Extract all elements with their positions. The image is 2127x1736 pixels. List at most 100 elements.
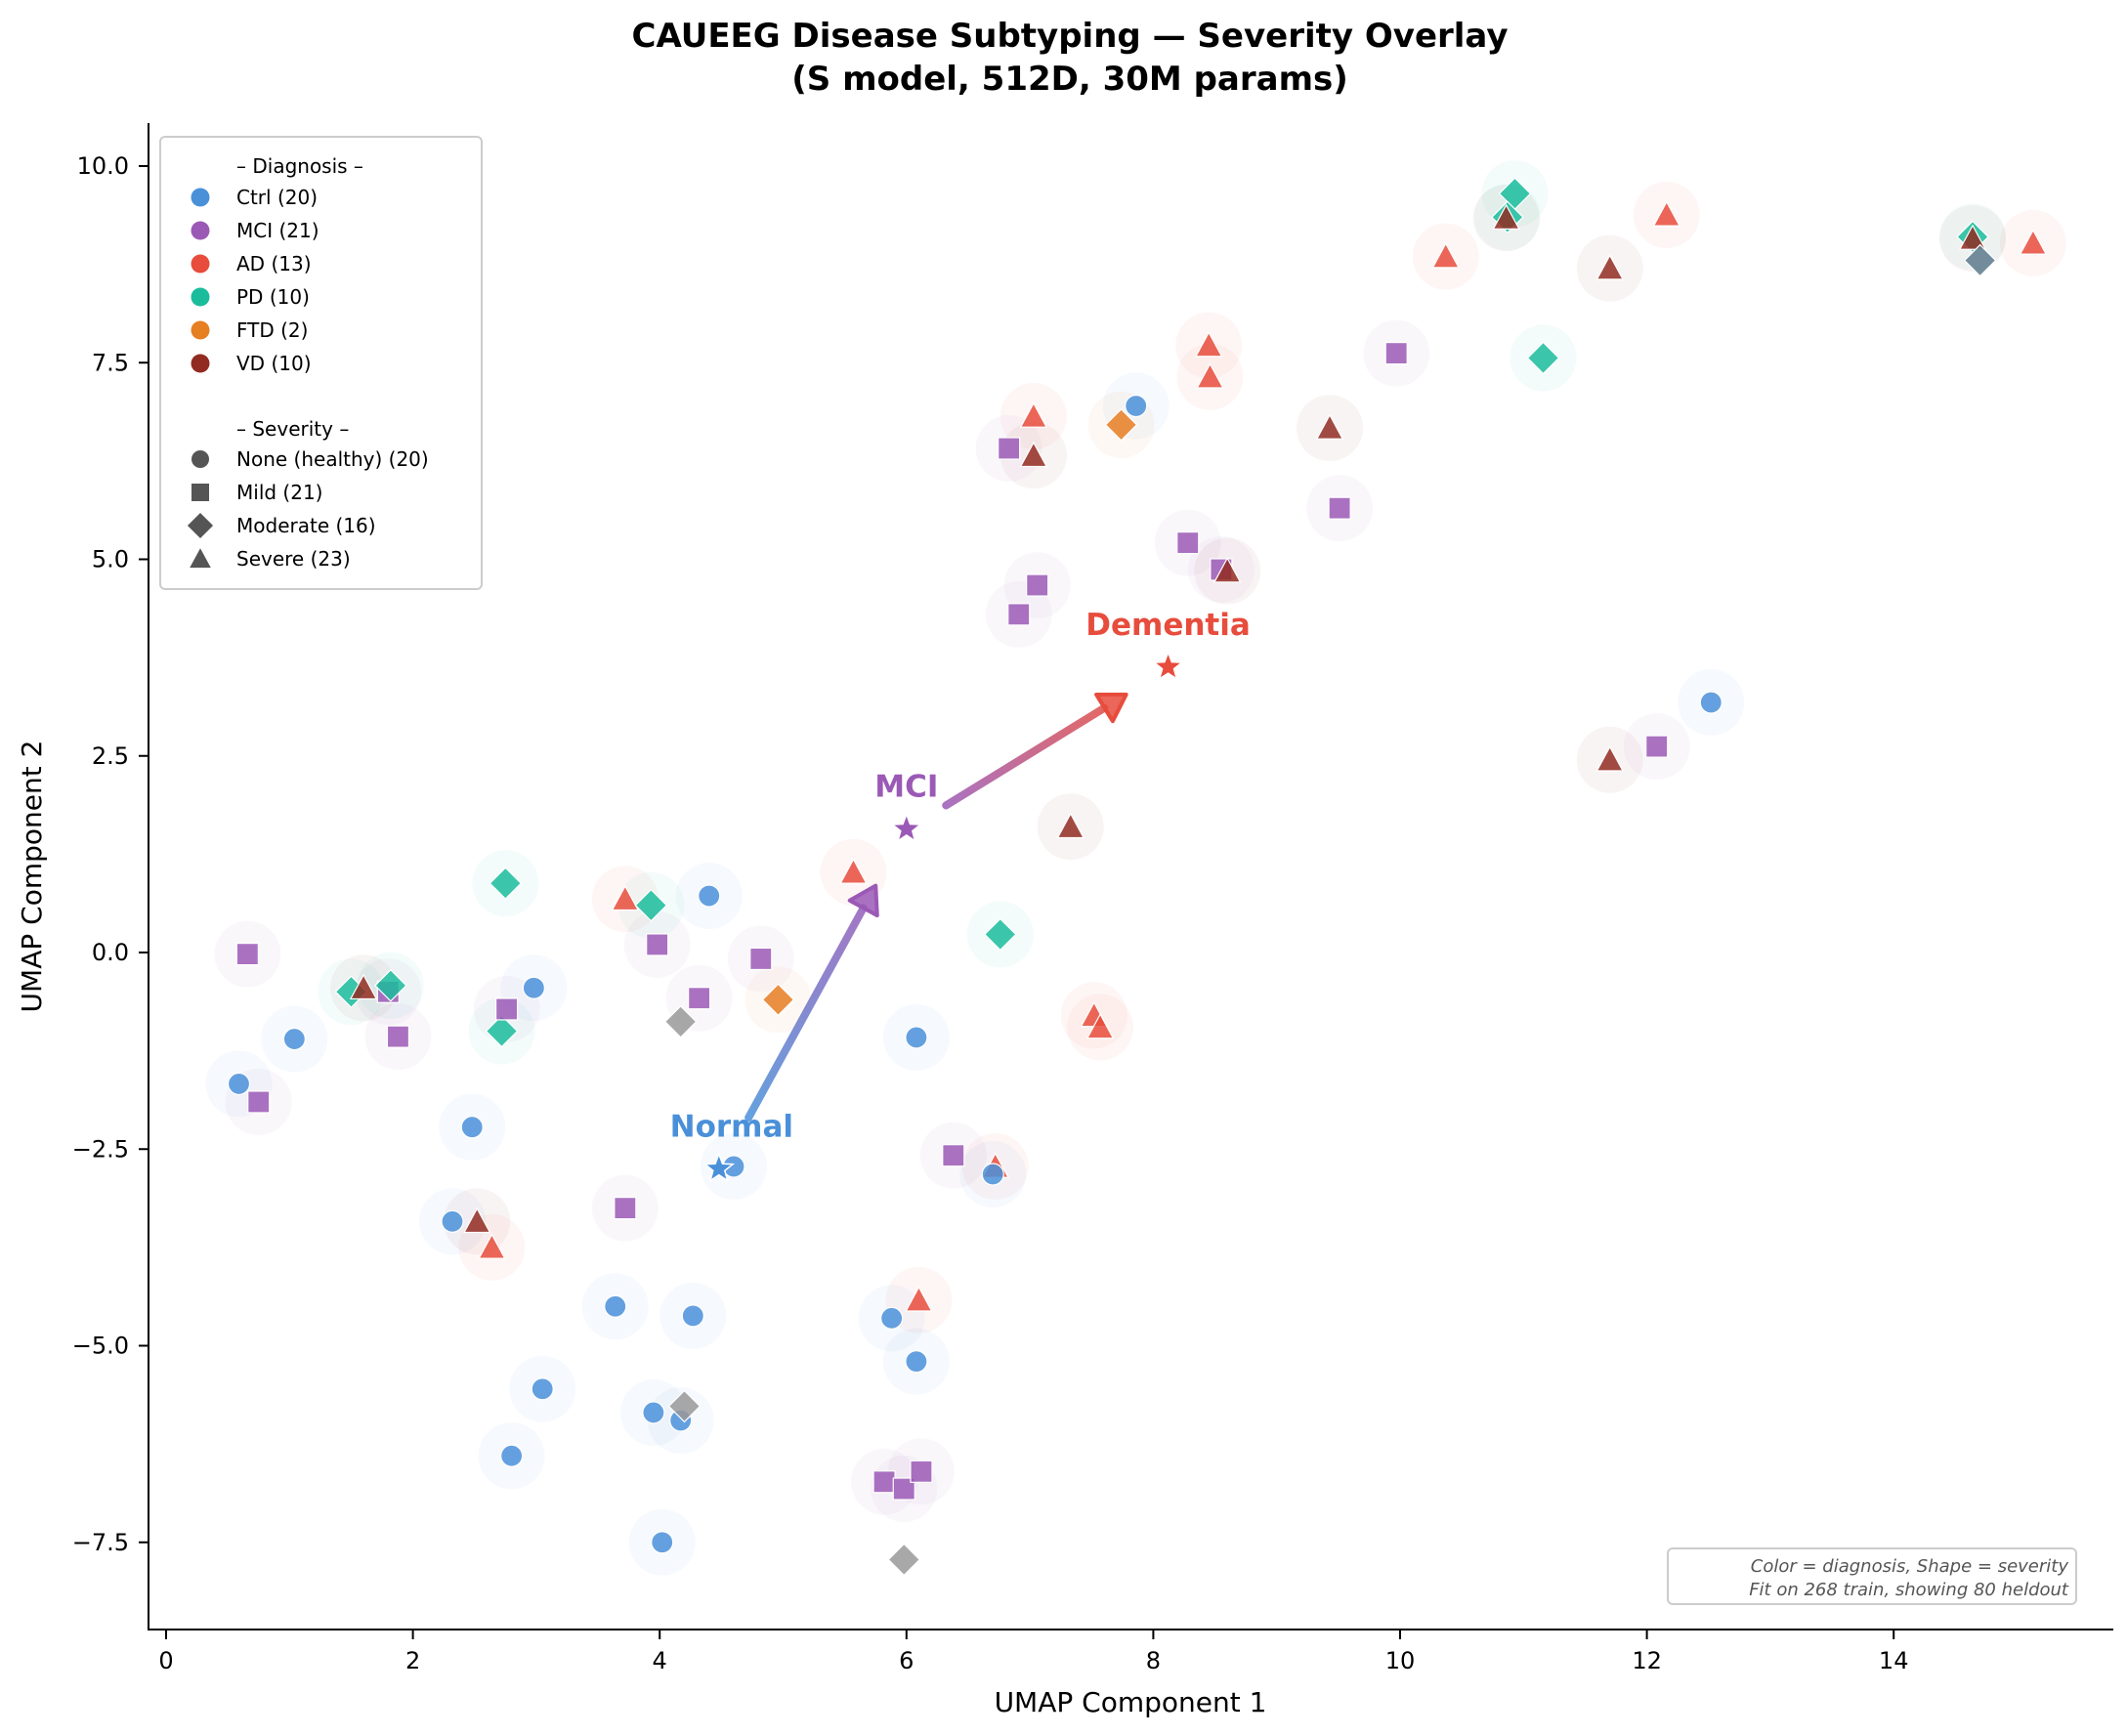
data-point	[1195, 331, 1223, 358]
y-axis-label: UMAP Component 2	[16, 741, 48, 1013]
y-tick-label: 7.5	[92, 349, 129, 376]
data-point	[500, 1444, 524, 1467]
legend-label-diamond: Moderate (16)	[236, 514, 376, 537]
chart-title: CAUEEG Disease Subtyping — Severity Over…	[632, 17, 1509, 56]
data-point	[1019, 402, 1048, 428]
data-point	[892, 1477, 915, 1501]
x-tick-label: 12	[1632, 1647, 1662, 1674]
data-point	[749, 947, 773, 971]
data-point	[839, 858, 868, 884]
data-point	[1104, 408, 1138, 442]
data-point	[983, 917, 1017, 952]
annotation-frame	[1667, 1547, 2077, 1605]
data-point	[1196, 362, 1224, 389]
data-point	[441, 1209, 464, 1233]
trajectory-arrow-head	[1094, 692, 1128, 724]
y-tick-label: 0.0	[92, 939, 129, 966]
axes	[148, 123, 2113, 1630]
data-point	[489, 867, 523, 900]
data-point	[522, 976, 545, 999]
data-point	[604, 1294, 627, 1318]
data-point	[688, 987, 711, 1010]
centroid-star-dementia	[1152, 650, 1184, 681]
x-tick-label: 4	[653, 1647, 667, 1674]
data-point	[942, 1144, 965, 1167]
legend-marker-ftd	[191, 320, 210, 340]
legend-label-vd: VD (10)	[236, 352, 312, 375]
data-point	[1007, 603, 1031, 626]
data-point	[1176, 530, 1200, 555]
data-point	[1056, 812, 1085, 839]
data-point	[663, 1005, 698, 1038]
legend-label-ftd: FTD (2)	[236, 318, 308, 342]
halo-layer	[205, 160, 2066, 1576]
centroid-star-normal	[702, 1152, 736, 1183]
centroid-label-normal: Normal	[670, 1109, 793, 1144]
legend-marker-diamond	[187, 512, 214, 539]
legend-label-pd: PD (10)	[236, 285, 310, 309]
legend-label-mci: MCI (21)	[236, 219, 319, 242]
x-ticks: 0 2 4 6 8 10 12 14	[158, 1630, 1908, 1674]
legend-frame	[159, 136, 483, 590]
data-point	[642, 1401, 665, 1424]
legend-diagnosis-header: – Diagnosis –	[236, 154, 363, 178]
y-tick-label: −5.0	[72, 1333, 129, 1360]
data-point	[386, 1025, 410, 1048]
annotation-line-1: Color = diagnosis, Shape = severity	[1751, 1556, 2069, 1577]
x-axis-label: UMAP Component 1	[995, 1686, 1267, 1718]
y-tick-label: 2.5	[92, 742, 129, 770]
annotation-line-2: Fit on 268 train, showing 80 heldout	[1749, 1580, 2069, 1600]
x-tick-label: 6	[899, 1647, 914, 1674]
data-point	[1125, 394, 1148, 418]
trajectory-arrow-shaft	[744, 904, 868, 1122]
data-point	[667, 1389, 702, 1423]
data-point	[463, 1207, 491, 1234]
data-point	[698, 884, 721, 908]
data-point	[349, 973, 378, 1000]
data-point	[887, 1543, 921, 1577]
data-point	[478, 1233, 506, 1259]
data-point	[235, 943, 259, 966]
data-point	[1019, 441, 1048, 468]
centroid-layer: Normal MCI Dementia	[670, 608, 1251, 1183]
data-point	[646, 933, 669, 956]
data-point	[1699, 691, 1723, 714]
legend-marker-vd	[191, 354, 210, 373]
legend-marker-square	[191, 484, 209, 501]
data-point	[1026, 573, 1049, 597]
legend-severity-header: – Severity –	[236, 417, 349, 441]
data-point	[611, 884, 640, 911]
data-point	[1492, 203, 1520, 230]
data-point	[2019, 229, 2048, 255]
data-point	[614, 1197, 637, 1220]
legend-marker-triangle	[190, 548, 211, 569]
legend-marker-pd	[191, 287, 210, 307]
y-tick-label: 5.0	[92, 546, 129, 573]
points-layer	[227, 177, 2048, 1577]
data-point	[1328, 496, 1351, 520]
data-point	[905, 1349, 928, 1374]
data-point	[872, 1470, 896, 1494]
data-point	[1595, 254, 1624, 280]
data-point	[634, 888, 668, 922]
data-point	[1963, 243, 1997, 277]
legend-label-ad: AD (13)	[236, 252, 312, 275]
centroid-label-dementia: Dementia	[1085, 608, 1251, 643]
legend-marker-mci	[191, 221, 210, 240]
data-point	[1595, 745, 1624, 772]
legend-label-ctrl: Ctrl (20)	[236, 186, 318, 209]
trajectory-arrow-head	[847, 883, 879, 918]
data-point	[1315, 413, 1344, 440]
data-point	[1652, 200, 1681, 227]
data-point	[247, 1090, 271, 1114]
data-point	[1384, 341, 1408, 365]
legend-label-square: Mild (21)	[236, 481, 322, 504]
data-point	[460, 1116, 484, 1139]
data-point	[531, 1377, 554, 1401]
data-point	[1431, 242, 1460, 269]
data-point	[282, 1027, 306, 1051]
data-point	[905, 1286, 933, 1312]
data-point	[1526, 341, 1560, 375]
centroid-label-mci: MCI	[874, 770, 938, 805]
